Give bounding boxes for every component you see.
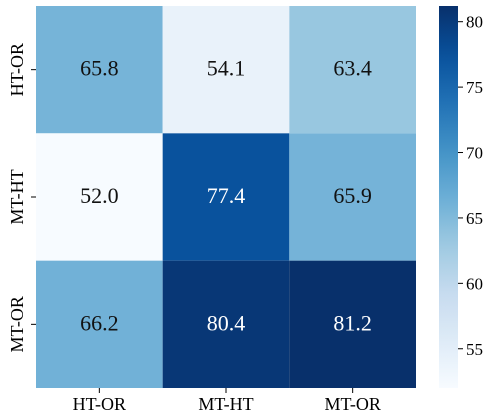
heatmap-cell [36,6,163,134]
cell-value-label: 80.4 [207,310,246,335]
y-tick-label: MT-OR [7,296,27,352]
heatmap-cell [36,133,163,261]
cell-value-label: 81.2 [333,310,372,335]
colorbar-tick-label: 55 [466,340,483,359]
heatmap-cell [289,260,416,388]
y-tick-label: MT-HT [7,169,27,224]
cell-value-label: 52.0 [80,183,119,208]
colorbar-tick-label: 60 [466,274,483,293]
heatmap-cell [289,133,416,261]
x-tick-label: HT-OR [73,394,126,414]
colorbar: 55 60 65 70 75 80 [439,6,483,388]
cell-value-label: 65.9 [333,183,372,208]
colorbar-tick-label: 70 [466,144,483,163]
x-axis: HT-OR MT-HT MT-OR [73,388,381,414]
heatmap-cell [162,133,290,261]
heatmap-cell [162,6,290,134]
y-axis: HT-OR MT-HT MT-OR [7,43,36,353]
cell-value-label: 66.2 [80,310,119,335]
x-tick-label: MT-HT [198,394,253,414]
heatmap-cell [289,6,416,134]
cell-value-label: 65.8 [80,56,119,81]
cell-value-label: 54.1 [207,56,246,81]
heatmap-cell [162,260,290,388]
colorbar-tick-label: 80 [466,13,483,32]
colorbar-tick-label: 65 [466,209,483,228]
colorbar-tick-label: 75 [466,78,483,97]
heatmap-cell [36,260,163,388]
heatmap-cells: 65.8 54.1 63.4 52.0 77.4 65.9 66.2 80.4 81.2 [36,6,416,388]
y-tick-label: HT-OR [7,43,27,96]
colorbar-gradient [439,6,458,388]
cell-value-label: 77.4 [207,183,246,208]
cell-value-label: 63.4 [333,56,372,81]
x-tick-label: MT-OR [324,394,380,414]
